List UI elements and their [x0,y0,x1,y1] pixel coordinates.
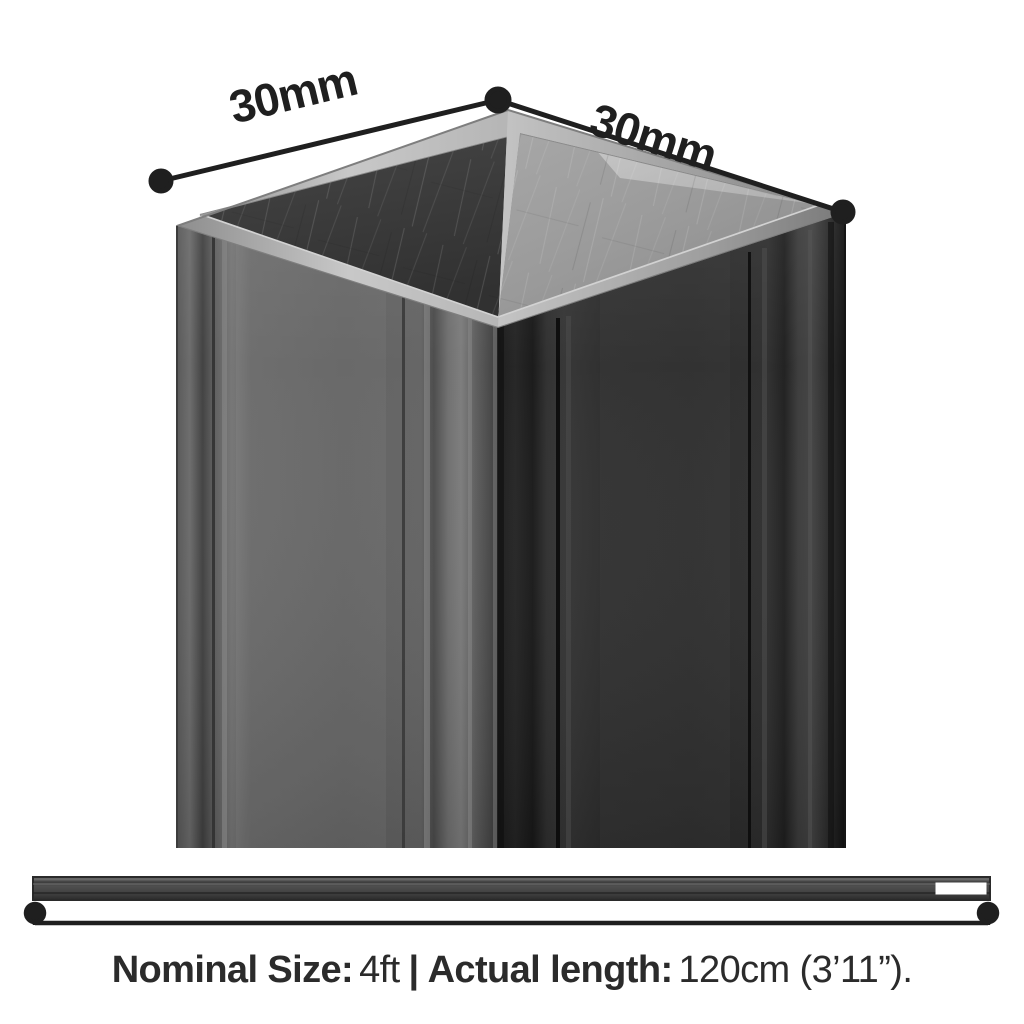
caption-nominal-label: Nominal Size: [111,949,354,991]
dimension-endpoint-right [830,199,856,225]
caption-separator: | [408,949,420,991]
dimension-endpoint-left [148,168,174,194]
caption-actual-label: Actual length: [427,949,674,991]
length-endpoint-left [23,901,47,925]
size-caption: Nominal Size: 4ft | Actual length: 120cm (3’… [0,948,1024,992]
length-endpoint-right [976,901,1000,925]
post-body [177,213,845,848]
post-length-bar [32,876,991,901]
dimension-line-right [495,97,846,215]
caption-actual-value: 120cm (3’11”). [678,949,913,991]
bar-highlight-patch [935,882,987,895]
caption-nominal-value: 4ft [359,949,400,991]
dimension-apex-node [484,86,512,114]
dimension-line-left [158,97,501,184]
length-dimension-line [23,901,1000,926]
